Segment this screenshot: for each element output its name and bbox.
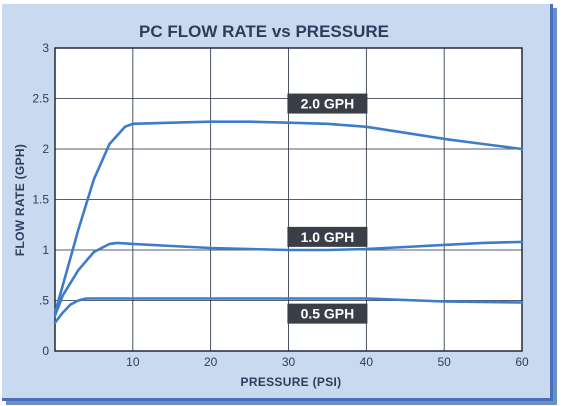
x-tick-label: 60 bbox=[515, 355, 529, 369]
series-label-box bbox=[287, 93, 368, 114]
y-axis-label: FLOW RATE (GPH) bbox=[13, 144, 27, 256]
series-label: 0.5 GPH bbox=[301, 306, 355, 322]
x-tick-label: 10 bbox=[126, 355, 140, 369]
series-label-box bbox=[287, 226, 368, 247]
y-tick-label: 1 bbox=[42, 243, 49, 257]
y-tick-label: 0 bbox=[42, 344, 49, 358]
plot-area: 10 20 30 40 50 60 0 .5 1 1.5 2 2.5 3 2.0 GPH 1.0 GPH 0.… bbox=[32, 41, 529, 369]
series-label-box bbox=[287, 303, 368, 324]
chart-title: PC FLOW RATE vs PRESSURE bbox=[139, 22, 389, 41]
x-tick-label: 20 bbox=[204, 355, 218, 369]
plot-frame bbox=[54, 47, 523, 352]
y-tick-label: 1.5 bbox=[32, 193, 49, 207]
x-tick-label: 50 bbox=[437, 355, 451, 369]
x-axis-label: PRESSURE (PSI) bbox=[241, 375, 342, 389]
series-label: 2.0 GPH bbox=[301, 96, 355, 112]
x-tick-label: 30 bbox=[282, 355, 296, 369]
series-line bbox=[53, 297, 524, 325]
y-tick-label: 2 bbox=[42, 142, 49, 156]
series-line bbox=[53, 240, 524, 317]
x-tick-label: 40 bbox=[360, 355, 374, 369]
y-tick-label: .5 bbox=[39, 294, 49, 308]
y-tick-label: 2.5 bbox=[32, 92, 49, 106]
y-tick-label: 3 bbox=[42, 41, 49, 55]
series-line bbox=[53, 120, 524, 314]
series-label: 1.0 GPH bbox=[301, 229, 355, 245]
